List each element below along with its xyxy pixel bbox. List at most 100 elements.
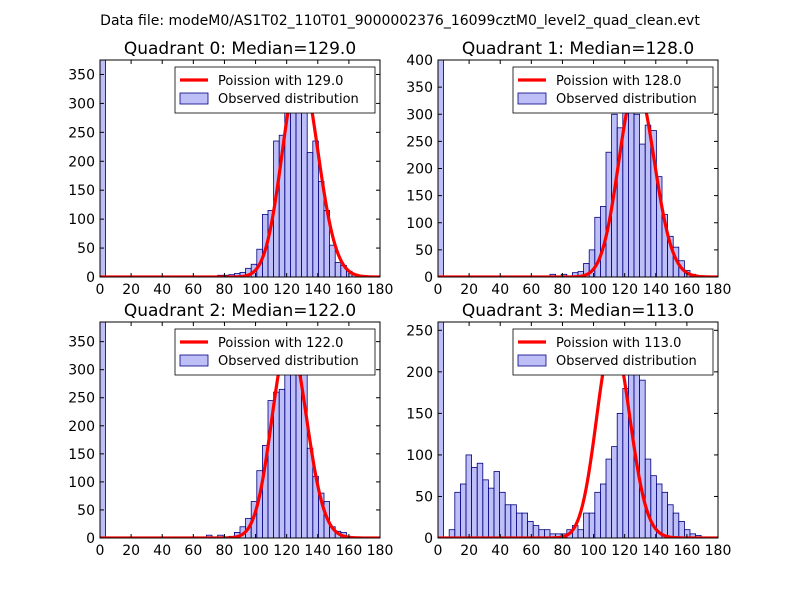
y-tick-label: 200: [68, 154, 95, 170]
y-tick-label: 300: [68, 96, 95, 112]
y-tick-label: 200: [406, 162, 433, 178]
axes-frame: [99, 321, 381, 539]
x-tick-label: 100: [242, 543, 269, 559]
y-tick-label: 150: [406, 406, 433, 422]
legend: Poission with 129.0 Observed distribution: [174, 66, 376, 114]
quadrant-panel-0: 0 20 40 60 80 100 120 140 160 1800501001502002503…: [68, 39, 393, 298]
histogram-bar: [284, 349, 291, 538]
histogram-bars: [438, 322, 702, 538]
y-tick-label: 0: [424, 531, 433, 547]
y-tick-label: 0: [86, 531, 95, 547]
histogram-bar: [510, 504, 517, 538]
histogram-bars: [100, 322, 347, 538]
histogram-bar: [278, 388, 286, 538]
histogram-bar: [672, 512, 680, 538]
legend-bar-swatch: [517, 92, 547, 105]
y-tick-label: 100: [68, 475, 95, 491]
histogram-bar: [504, 504, 512, 538]
y-tick-label: 200: [406, 365, 433, 381]
y-tick-label: 150: [68, 447, 95, 463]
histogram-bar: [312, 140, 319, 277]
poisson-curve: [100, 337, 380, 538]
histogram-bar: [667, 504, 674, 538]
legend-box: [512, 328, 714, 376]
panel-title: Quadrant 2: Median=122.0: [124, 301, 356, 321]
histogram-bar: [527, 520, 534, 538]
y-tick-label: 200: [68, 419, 95, 435]
x-tick-label: 160: [336, 543, 363, 559]
y-tick-label: 350: [406, 80, 433, 96]
legend-bar-swatch: [517, 354, 547, 367]
x-tick-label: 120: [611, 543, 638, 559]
legend-box: [174, 66, 376, 114]
x-tick-label: 20: [122, 543, 140, 559]
histogram-bar: [329, 244, 336, 277]
histogram-bar: [476, 462, 484, 538]
legend-bar-swatch: [179, 92, 209, 105]
x-tick-label: 20: [460, 282, 478, 298]
x-tick-label: 180: [705, 543, 732, 559]
histogram-bar: [306, 152, 314, 277]
y-tick-label: 400: [406, 53, 433, 69]
histogram-bar: [678, 520, 685, 538]
quadrant-panel-2: 0 20 40 60 80 100 120 140 160 1800501001502002503…: [68, 301, 393, 559]
histogram-bar: [454, 491, 461, 538]
legend: Poission with 122.0 Observed distribution: [174, 328, 376, 376]
x-tick-label: 60: [184, 282, 202, 298]
histogram-bar: [644, 458, 652, 538]
histogram-bar: [334, 262, 342, 277]
legend-box: [512, 66, 714, 114]
x-tick-label: 0: [434, 543, 443, 559]
x-tick-label: 80: [216, 282, 234, 298]
histogram-bar: [465, 454, 472, 538]
histogram-bar: [532, 525, 540, 538]
y-tick-label: 50: [415, 243, 433, 259]
legend-label-poisson: Poission with 128.0: [556, 74, 681, 89]
x-tick-label: 100: [242, 282, 269, 298]
quadrant-panel-3: 0 20 40 60 80 100 120 140 160 180050100150200250Q…: [406, 301, 731, 559]
histogram-bar: [459, 483, 467, 538]
legend-label-poisson: Poission with 122.0: [218, 336, 343, 351]
y-tick-label: 100: [406, 216, 433, 232]
x-tick-label: 80: [554, 543, 572, 559]
x-tick-label: 100: [580, 282, 607, 298]
histogram-bar: [482, 479, 489, 538]
x-tick-label: 0: [96, 543, 105, 559]
x-tick-label: 140: [642, 282, 669, 298]
histogram-bar: [577, 529, 584, 538]
histogram-bar: [438, 322, 444, 538]
legend-label-observed: Observed distribution: [556, 354, 697, 369]
x-tick-label: 140: [642, 543, 669, 559]
panel-title: Quadrant 1: Median=128.0: [462, 39, 694, 59]
x-tick-label: 180: [367, 543, 394, 559]
x-tick-label: 0: [434, 282, 443, 298]
x-tick-label: 20: [122, 282, 140, 298]
y-tick-label: 250: [406, 134, 433, 150]
legend-label-observed: Observed distribution: [218, 92, 359, 107]
x-tick-label: 60: [522, 282, 540, 298]
x-tick-label: 40: [153, 282, 171, 298]
x-tick-label: 160: [336, 282, 363, 298]
y-tick-label: 150: [406, 189, 433, 205]
x-tick-label: 20: [460, 543, 478, 559]
y-tick-label: 50: [77, 241, 95, 257]
x-tick-label: 140: [304, 543, 331, 559]
y-tick-label: 0: [424, 270, 433, 286]
x-tick-label: 80: [554, 282, 572, 298]
y-tick-label: 350: [68, 67, 95, 83]
y-tick-label: 150: [68, 183, 95, 199]
x-tick-label: 140: [304, 282, 331, 298]
quadrant-panel-1: 0 20 40 60 80 100 120 140 160 1800501001502002503…: [406, 39, 731, 298]
histogram-bar: [639, 379, 646, 538]
x-tick-label: 160: [674, 543, 701, 559]
y-tick-label: 50: [415, 489, 433, 505]
histogram-bar: [639, 143, 646, 277]
histogram-bar: [493, 471, 500, 538]
x-tick-label: 80: [216, 543, 234, 559]
y-tick-label: 100: [406, 448, 433, 464]
x-tick-label: 40: [491, 282, 509, 298]
legend: Poission with 113.0 Observed distribution: [512, 328, 714, 376]
histogram-bar: [605, 458, 612, 538]
x-tick-label: 120: [273, 282, 300, 298]
